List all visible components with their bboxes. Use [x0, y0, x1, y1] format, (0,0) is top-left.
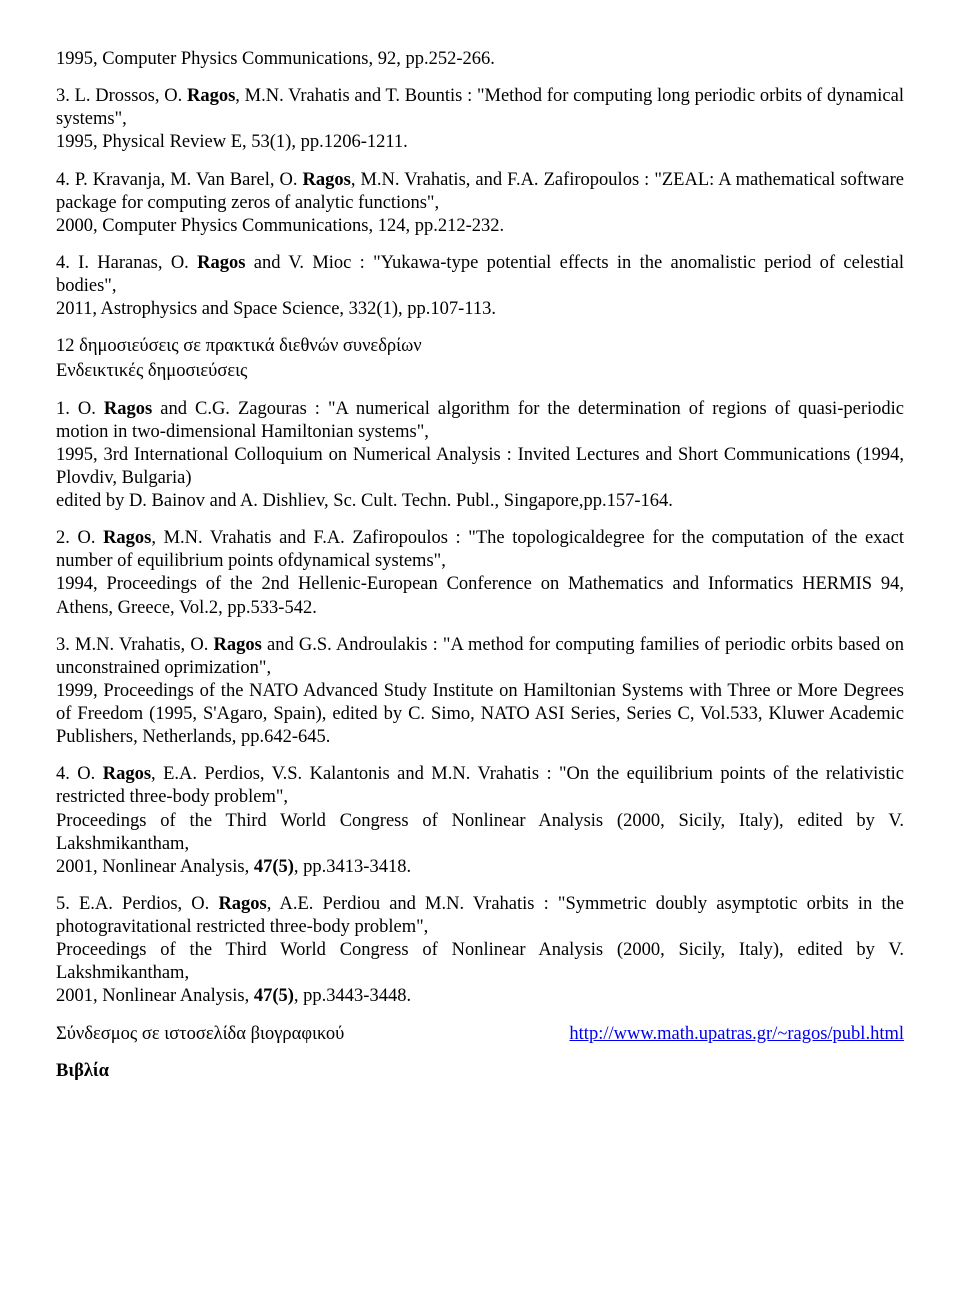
conference-heading: 12 δημοσιεύσεις σε πρακτικά διεθνών συνε… — [56, 335, 904, 358]
text: 1995, Physical Review E, 53(1), pp.1206-… — [56, 132, 408, 152]
text: 5. E.A. Perdios, O. — [56, 894, 218, 914]
text: and C.G. Zagouras : "A numerical algorit… — [56, 399, 904, 442]
author-ragos: Ragos — [104, 399, 152, 419]
text: 1995, 3rd International Colloquium on Nu… — [56, 445, 904, 488]
text: 2000, Computer Physics Communications, 1… — [56, 216, 504, 236]
bio-link-row: Σύνδεσμος σε ιστοσελίδα βιογραφικού http… — [56, 1023, 904, 1046]
conference-item-4: 4. O. Ragos, E.A. Perdios, V.S. Kalanton… — [56, 763, 904, 879]
conference-subheading: Ενδεικτικές δημοσιεύσεις — [56, 360, 904, 383]
text: 1. O. — [56, 399, 104, 419]
text: Proceedings of the Third World Congress … — [56, 811, 904, 854]
text: , M.N. Vrahatis and F.A. Zafiropoulos : … — [56, 528, 904, 571]
text: 2001, Nonlinear Analysis, — [56, 857, 254, 877]
author-ragos: Ragos — [197, 253, 245, 273]
text: 4. I. Haranas, O. — [56, 253, 197, 273]
conference-item-1: 1. O. Ragos and C.G. Zagouras : "A numer… — [56, 398, 904, 514]
text: 1994, Proceedings of the 2nd Hellenic-Eu… — [56, 574, 904, 617]
conference-item-2: 2. O. Ragos, M.N. Vrahatis and F.A. Zafi… — [56, 527, 904, 620]
text: 4. O. — [56, 764, 103, 784]
text: Proceedings of the Third World Congress … — [56, 940, 904, 983]
bio-link-label: Σύνδεσμος σε ιστοσελίδα βιογραφικού — [56, 1023, 344, 1046]
author-ragos: Ragos — [214, 635, 262, 655]
text: , E.A. Perdios, V.S. Kalantonis and M.N.… — [56, 764, 904, 807]
journal-item-3: 3. L. Drossos, O. Ragos, M.N. Vrahatis a… — [56, 85, 904, 154]
author-ragos: Ragos — [103, 528, 151, 548]
text: edited by D. Bainov and A. Dishliev, Sc.… — [56, 491, 673, 511]
author-ragos: Ragos — [103, 764, 151, 784]
author-ragos: Ragos — [187, 86, 235, 106]
author-ragos: Ragos — [218, 894, 266, 914]
text: 3. M.N. Vrahatis, O. — [56, 635, 214, 655]
text: 1999, Proceedings of the NATO Advanced S… — [56, 681, 904, 747]
text: 2001, Nonlinear Analysis, — [56, 986, 254, 1006]
conference-item-3: 3. M.N. Vrahatis, O. Ragos and G.S. Andr… — [56, 634, 904, 750]
text: , pp.3443-3448. — [294, 986, 411, 1006]
author-ragos: Ragos — [303, 170, 351, 190]
journal-item-4: 4. P. Kravanja, M. Van Barel, O. Ragos, … — [56, 169, 904, 238]
bio-link[interactable]: http://www.math.upatras.gr/~ragos/publ.h… — [569, 1023, 904, 1046]
text: 4. P. Kravanja, M. Van Barel, O. — [56, 170, 303, 190]
journal-topline: 1995, Computer Physics Communications, 9… — [56, 48, 904, 71]
books-heading: Βιβλία — [56, 1060, 904, 1083]
text: 2. O. — [56, 528, 103, 548]
text: , pp.3413-3418. — [294, 857, 411, 877]
journal-item-5: 4. I. Haranas, O. Ragos and V. Mioc : "Y… — [56, 252, 904, 321]
conference-item-5: 5. E.A. Perdios, O. Ragos, A.E. Perdiou … — [56, 893, 904, 1009]
text: 3. L. Drossos, O. — [56, 86, 187, 106]
volume: 47(5) — [254, 986, 294, 1006]
volume: 47(5) — [254, 857, 294, 877]
books-heading-text: Βιβλία — [56, 1061, 109, 1081]
text: 2011, Astrophysics and Space Science, 33… — [56, 299, 496, 319]
